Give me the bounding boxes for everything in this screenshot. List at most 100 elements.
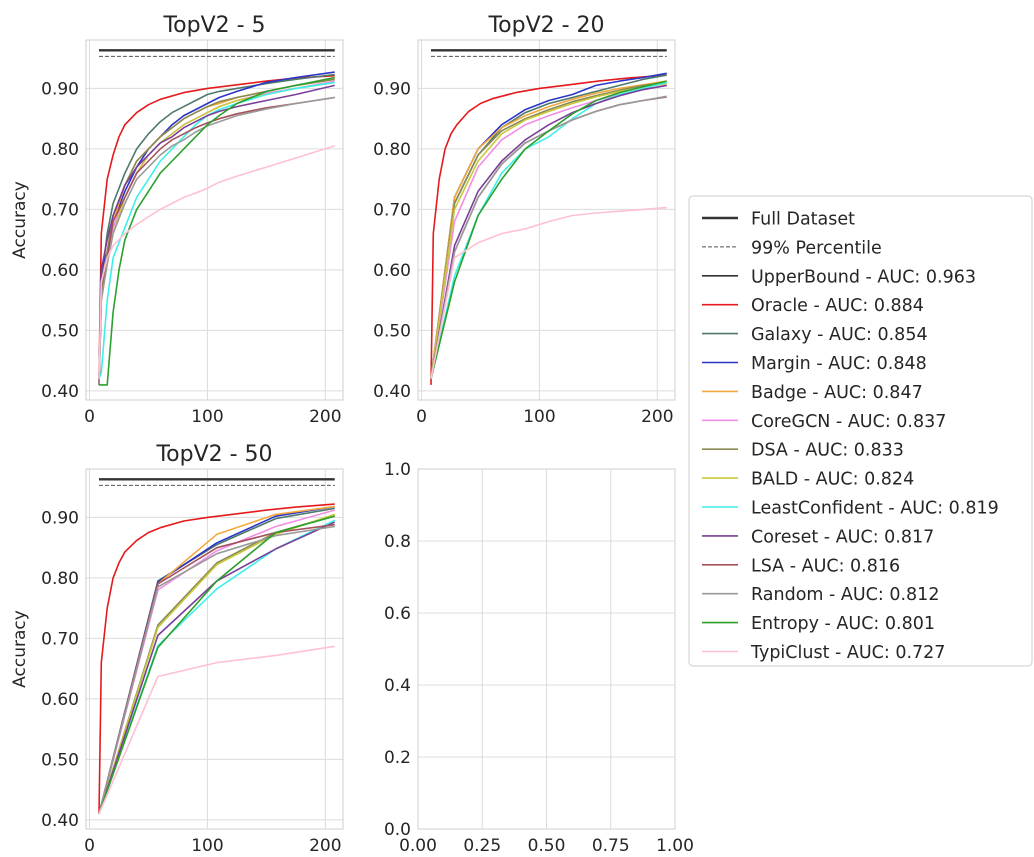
series-line-random	[430, 95, 667, 379]
y-tick-label: 0.50	[373, 321, 411, 341]
y-axis-label: Accuracy	[10, 181, 30, 259]
x-tick-label: 0.25	[463, 836, 501, 856]
series-line-coregcn	[98, 80, 335, 385]
axes-frame	[417, 468, 676, 830]
x-tick-label: 0	[84, 407, 95, 427]
series-line-entropy	[98, 515, 335, 815]
y-tick-label: 0.40	[41, 382, 79, 402]
series-line-lsa	[98, 96, 335, 385]
series-line-oracle	[98, 503, 335, 814]
x-tick-label: 200	[641, 407, 673, 427]
series-line-oracle	[430, 74, 667, 385]
series-line-coreset	[98, 84, 335, 385]
series-line-dsa	[98, 514, 335, 815]
panel-title: TopV2 - 50	[155, 442, 272, 467]
y-tick-label: 0.2	[384, 748, 411, 768]
series-line-dsa	[430, 81, 667, 379]
x-tick-label: 200	[309, 407, 341, 427]
panel-2: 0 100 200 0.40 0.50 0.60 0.70 0.80 0.90 TopV2 - 2…	[373, 13, 676, 427]
y-tick-label: 0.80	[373, 140, 411, 160]
legend-entry-label: Coreset - AUC: 0.817	[751, 527, 934, 547]
y-tick-label: 0.4	[384, 676, 411, 696]
series-line-random	[98, 96, 335, 385]
y-tick-label: 1.0	[384, 460, 411, 480]
x-tick-label: 0	[84, 836, 95, 856]
series-line-bald	[430, 82, 667, 379]
series-line-lsa	[430, 96, 667, 379]
panel-3: 0 100 200 0.40 0.50 0.60 0.70 0.80 0.90 TopV2 - 5…	[10, 442, 344, 856]
series-line-coregcn	[430, 84, 667, 379]
legend-entry-label: Galaxy - AUC: 0.854	[751, 325, 928, 345]
series-line-badge	[98, 78, 335, 385]
y-tick-label: 0.90	[41, 79, 79, 99]
legend-entry-label: DSA - AUC: 0.833	[751, 441, 904, 461]
x-tick-label: 0	[416, 407, 427, 427]
y-tick-label: 0.8	[384, 532, 411, 552]
y-tick-label: 0.60	[41, 690, 79, 710]
legend-entry-label: Random - AUC: 0.812	[751, 585, 939, 605]
y-tick-label: 0.70	[373, 200, 411, 220]
series-line-entropy	[99, 76, 335, 386]
series-line-dsa	[98, 78, 335, 385]
legend-entry-label: Full Dataset	[751, 210, 855, 230]
series-line-leastconfident	[98, 81, 335, 380]
series-line-random	[98, 525, 335, 815]
y-tick-label: 0.60	[41, 261, 79, 281]
y-tick-label: 0.60	[373, 261, 411, 281]
series-line-bald	[98, 81, 335, 385]
y-tick-label: 0.6	[384, 604, 411, 624]
x-tick-label: 100	[523, 407, 555, 427]
y-tick-label: 0.90	[373, 79, 411, 99]
series-line-typiclust	[98, 645, 335, 815]
series-line-badge	[98, 505, 335, 815]
x-tick-label: 0.50	[528, 836, 566, 856]
series-line-coreset	[98, 521, 336, 815]
y-tick-label: 0.70	[41, 629, 79, 649]
y-tick-label: 0.40	[373, 382, 411, 402]
series-line-typiclust	[98, 145, 335, 379]
y-axis-label: Accuracy	[10, 610, 30, 688]
panel-title: TopV2 - 20	[487, 13, 604, 38]
legend: Full Dataset 99% Percentile UpperBound - A…	[688, 195, 1033, 667]
x-tick-label: 200	[309, 836, 341, 856]
series-line-galaxy	[430, 74, 667, 379]
y-tick-label: 0.70	[41, 200, 79, 220]
y-tick-label: 0.40	[41, 811, 79, 831]
legend-entry-label: LeastConfident - AUC: 0.819	[751, 499, 999, 519]
y-tick-label: 0.80	[41, 140, 79, 160]
panel-title: TopV2 - 5	[162, 13, 265, 38]
series-line-lsa	[98, 523, 335, 815]
panel-4: 0.00 0.25 0.50 0.75 1.00 0.0 0.2 0.4 0.6 0.8 1.0	[384, 460, 694, 856]
legend-entry-label: TypiClust - AUC: 0.727	[750, 643, 945, 663]
legend-entry-label: Badge - AUC: 0.847	[751, 383, 923, 403]
legend-entry-label: Entropy - AUC: 0.801	[751, 614, 935, 634]
y-tick-label: 0.50	[41, 321, 79, 341]
x-tick-label: 1.00	[656, 836, 694, 856]
legend-entry-label: UpperBound - AUC: 0.963	[751, 267, 976, 287]
x-tick-label: 0.75	[592, 836, 630, 856]
axes-frame	[85, 468, 344, 830]
y-tick-label: 0.0	[384, 820, 411, 840]
y-tick-label: 0.90	[41, 508, 79, 528]
legend-box	[688, 195, 1033, 667]
x-tick-label: 0.00	[399, 836, 437, 856]
x-tick-label: 100	[191, 407, 223, 427]
series-line-margin	[98, 505, 335, 815]
series-line-bald	[98, 513, 335, 815]
series-line-typiclust	[430, 206, 667, 379]
legend-entry-label: Oracle - AUC: 0.884	[751, 296, 924, 316]
x-tick-label: 100	[191, 836, 223, 856]
series-line-badge	[430, 80, 667, 379]
legend-entry-label: 99% Percentile	[751, 238, 882, 258]
y-tick-label: 0.80	[41, 569, 79, 589]
series-line-oracle	[98, 74, 335, 379]
series-line-galaxy	[98, 73, 335, 385]
legend-entry-label: Margin - AUC: 0.848	[751, 354, 927, 374]
legend-entry-label: BALD - AUC: 0.824	[751, 470, 914, 490]
legend-entry-label: LSA - AUC: 0.816	[751, 556, 900, 576]
y-tick-label: 0.50	[41, 750, 79, 770]
axes-frame	[85, 39, 344, 401]
series-line-coreset	[430, 84, 667, 379]
series-line-leastconfident	[430, 81, 667, 379]
